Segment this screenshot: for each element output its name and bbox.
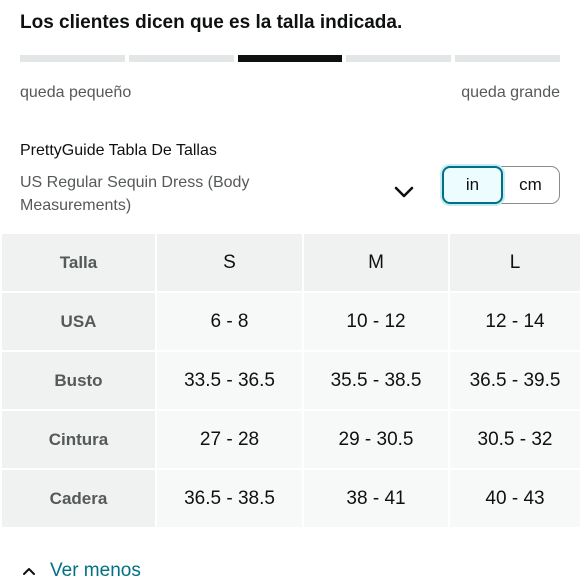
table-cell: 12 - 14	[448, 291, 580, 352]
table-header-cell: Talla	[0, 232, 157, 293]
table-row-label: USA	[0, 291, 157, 352]
table-cell: 36.5 - 39.5	[448, 350, 580, 411]
size-guide-subtitle: US Regular Sequin Dress (Body Measuremen…	[20, 174, 250, 214]
table-header-cell: S	[155, 232, 304, 293]
fit-meter-segment	[128, 55, 234, 62]
table-cell: 35.5 - 38.5	[302, 350, 450, 411]
table-cell: 40 - 43	[448, 468, 580, 529]
table-cell: 38 - 41	[302, 468, 450, 529]
fit-meter	[20, 55, 560, 62]
fit-meter-segment	[346, 55, 452, 62]
see-less-toggle[interactable]: Ver menos	[22, 560, 141, 582]
table-header-cell: L	[448, 232, 580, 293]
table-cell: 27 - 28	[155, 409, 304, 470]
table-row-label: Cintura	[0, 409, 157, 470]
fit-headline: Los clientes dicen que es la talla indic…	[20, 12, 403, 33]
table-cell: 36.5 - 38.5	[155, 468, 304, 529]
unit-in-button[interactable]: in	[442, 166, 503, 204]
table-row: Busto 33.5 - 36.5 35.5 - 38.5 36.5 - 39.…	[0, 350, 580, 411]
fit-label-large: queda grande	[461, 84, 560, 101]
size-guide-title: PrettyGuide Tabla De Tallas	[20, 142, 217, 159]
table-cell: 33.5 - 36.5	[155, 350, 304, 411]
size-chart-table: Talla S M L USA 6 - 8 10 - 12 12 - 14 Bu…	[0, 232, 580, 529]
unit-cm-button[interactable]: cm	[519, 175, 542, 194]
fit-meter-segment-active	[237, 55, 343, 62]
table-header-row: Talla S M L	[0, 232, 580, 293]
see-less-link[interactable]: Ver menos	[50, 560, 141, 581]
chevron-up-icon	[23, 568, 35, 575]
unit-toggle: in cm	[442, 166, 560, 204]
table-row: Cadera 36.5 - 38.5 38 - 41 40 - 43	[0, 468, 580, 529]
fit-meter-segment	[455, 55, 560, 62]
table-row-label: Busto	[0, 350, 157, 411]
chevron-down-icon[interactable]	[392, 182, 416, 202]
table-header-cell: M	[302, 232, 450, 293]
table-cell: 6 - 8	[155, 291, 304, 352]
table-row-label: Cadera	[0, 468, 157, 529]
table-cell: 29 - 30.5	[302, 409, 450, 470]
table-cell: 30.5 - 32	[448, 409, 580, 470]
table-row: USA 6 - 8 10 - 12 12 - 14	[0, 291, 580, 352]
table-cell: 10 - 12	[302, 291, 450, 352]
table-row: Cintura 27 - 28 29 - 30.5 30.5 - 32	[0, 409, 580, 470]
fit-label-small: queda pequeño	[20, 84, 132, 101]
fit-meter-segment	[20, 55, 125, 62]
